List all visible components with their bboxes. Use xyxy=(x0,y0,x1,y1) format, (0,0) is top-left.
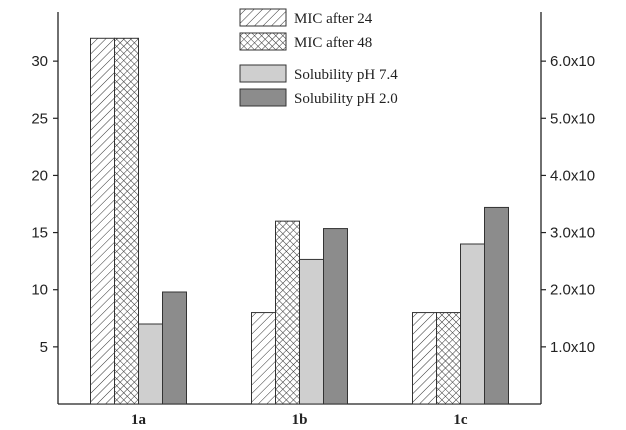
bar-1a-series-1 xyxy=(90,37,115,405)
tick-labels: 5 10 15 20 25 30 1.0x10 2.0x10 3.0x10 4.0x10 5.0x1… xyxy=(31,53,595,428)
bar-1a-series-3 xyxy=(138,323,163,405)
right-tick-label: 6.0x10 xyxy=(550,53,595,70)
category-label: 1a xyxy=(131,412,147,428)
left-tick-label: 20 xyxy=(31,167,48,184)
bar-1b-series-4 xyxy=(323,228,348,405)
legend-swatch xyxy=(239,64,287,83)
bar-1a-series-4 xyxy=(162,291,187,405)
category-label: 1c xyxy=(453,412,468,428)
left-tick-label: 30 xyxy=(31,53,48,70)
legend-label: MIC after 48 xyxy=(294,35,372,51)
left-tick-label: 15 xyxy=(31,225,48,242)
legend-label: Solubility pH 2.0 xyxy=(294,91,398,107)
bar-1b-series-3 xyxy=(299,258,324,405)
right-tick-label: 1.0x10 xyxy=(550,339,595,356)
legend-swatch xyxy=(239,8,287,27)
bar-1c-series-4 xyxy=(484,206,509,405)
left-tick-label: 10 xyxy=(31,282,48,299)
legend-swatch xyxy=(239,88,287,107)
bar-1b-series-1 xyxy=(251,312,276,405)
right-tick-label: 2.0x10 xyxy=(550,282,595,299)
bar-1c-series-3 xyxy=(460,243,485,405)
left-tick-label: 5 xyxy=(40,339,48,356)
left-tick-label: 25 xyxy=(31,110,48,127)
bar-1b-series-2 xyxy=(275,220,300,405)
bars xyxy=(90,37,509,405)
legend-swatch xyxy=(239,32,287,51)
right-tick-label: 4.0x10 xyxy=(550,167,595,184)
bar-1c-series-1 xyxy=(412,312,437,405)
bar-1a-series-2 xyxy=(114,37,139,405)
legend-label: MIC after 24 xyxy=(294,11,373,27)
right-tick-label: 5.0x10 xyxy=(550,110,595,127)
bar-1c-series-2 xyxy=(436,312,461,405)
legend-label: Solubility pH 7.4 xyxy=(294,67,398,83)
category-label: 1b xyxy=(292,412,308,428)
legend: MIC after 24 MIC after 48 Solubility pH 7.… xyxy=(239,8,398,107)
right-tick-label: 3.0x10 xyxy=(550,225,595,242)
